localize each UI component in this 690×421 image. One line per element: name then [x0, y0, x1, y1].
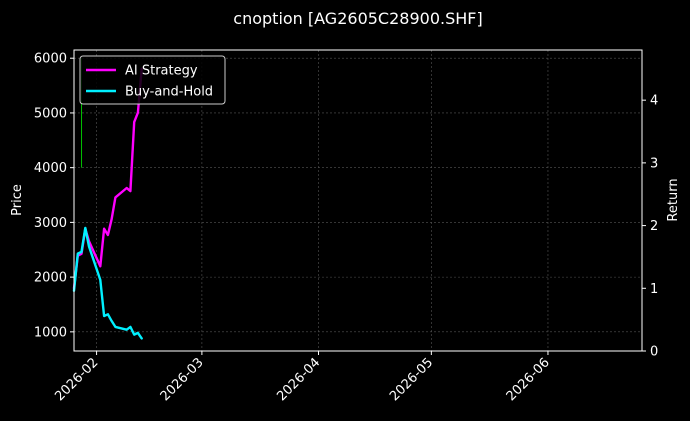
series-line-buy-and-hold	[72, 226, 143, 340]
grid	[74, 50, 642, 351]
legend-entry: Buy-and-Hold	[125, 85, 213, 100]
y2-tick-label: 1	[650, 282, 658, 297]
y-tick-label: 1000	[34, 325, 67, 340]
y2-axis-label: Return	[666, 178, 681, 221]
y-tick-label: 2000	[34, 271, 67, 286]
plot-frame	[73, 49, 643, 352]
y-tick-label: 5000	[34, 106, 67, 121]
y2-tick-label: 2	[650, 219, 658, 234]
x-tick-label: 2026-04	[274, 355, 323, 404]
x-tick-label: 2026-06	[504, 355, 553, 404]
legend-box	[79, 55, 226, 105]
chart-title: cnoption [AG2605C28900.SHF]	[233, 9, 482, 28]
y2-tick-label: 4	[650, 94, 658, 109]
legend: AI Strategy Buy-and-Hold	[79, 55, 226, 105]
y-axis-label: Price	[10, 184, 25, 216]
x-tick-label: 2026-05	[387, 355, 436, 404]
y-tick-label: 4000	[34, 161, 67, 176]
series-lines	[72, 67, 143, 340]
x-tick-label: 2026-03	[158, 355, 207, 404]
legend-entry: AI Strategy	[125, 64, 198, 79]
y-tick-label: 3000	[34, 216, 67, 231]
y2-tick-label: 3	[650, 156, 658, 171]
y-tick-label: 6000	[34, 52, 67, 67]
x-tick-label: 2026-02	[52, 355, 101, 404]
y2-tick-label: 0	[650, 345, 658, 360]
